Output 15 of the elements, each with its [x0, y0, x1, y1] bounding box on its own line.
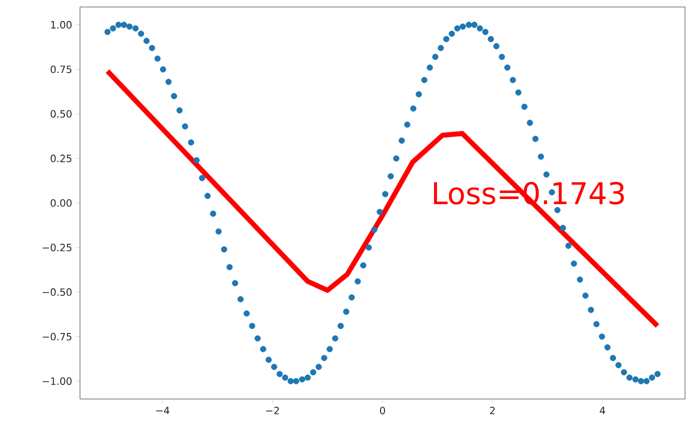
y-tick-label: −1.00	[42, 377, 72, 385]
x-tick-label: −2	[266, 406, 279, 414]
y-tick-label: 0.75	[50, 66, 72, 74]
line-series	[105, 68, 660, 328]
y-tick-label: 0.25	[50, 154, 72, 162]
x-tick-label: 0	[380, 406, 386, 414]
y-tick-label: −0.50	[42, 288, 72, 296]
y-tick-label: 0.50	[50, 110, 72, 118]
y-tick-label: −0.25	[42, 244, 72, 252]
x-tick-label: 2	[490, 406, 495, 414]
x-tick-label: 4	[600, 406, 606, 414]
x-tick-label: −4	[156, 406, 170, 414]
y-tick-label: 0.00	[50, 199, 72, 207]
y-tick-label: −0.75	[42, 332, 72, 340]
y-tick-label: 1.00	[51, 21, 72, 29]
